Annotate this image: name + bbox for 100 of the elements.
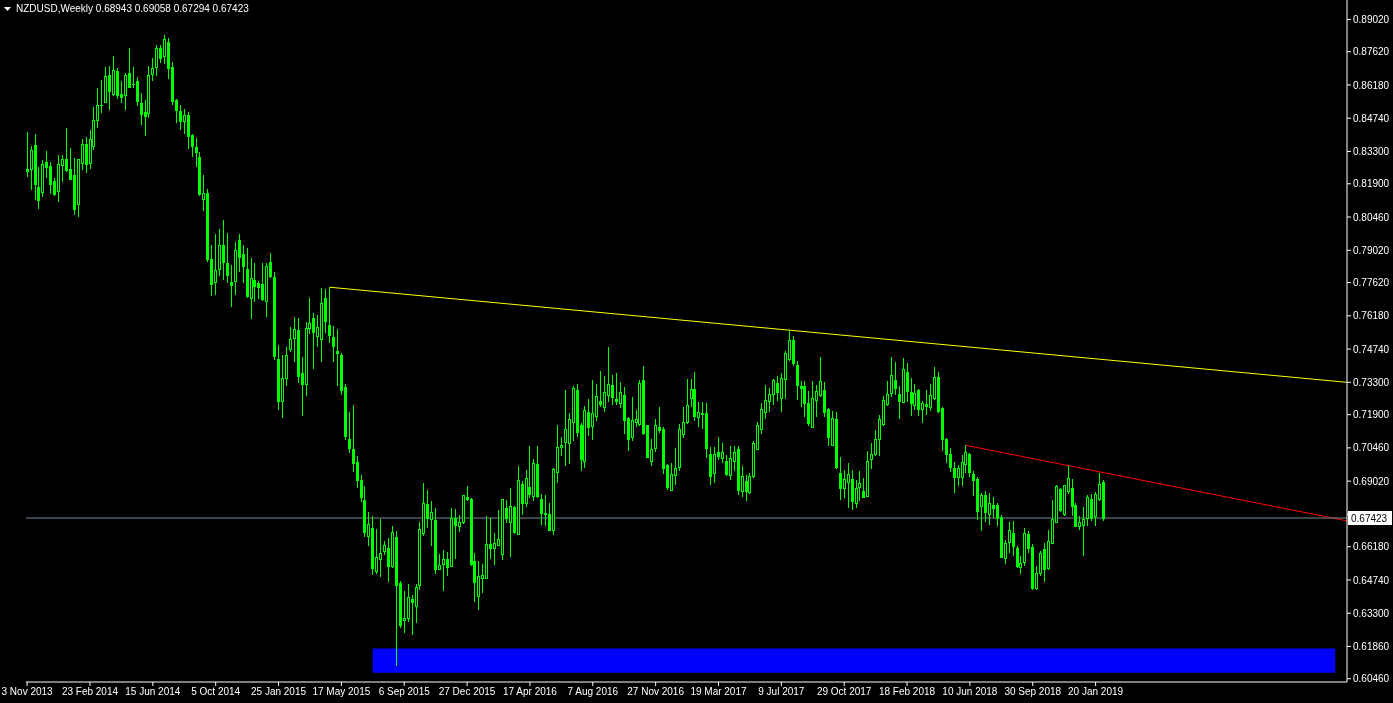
candlestick	[792, 335, 795, 367]
candlestick	[1090, 493, 1093, 522]
candlestick	[839, 456, 842, 501]
x-tick-label: 17 Apr 2016	[502, 686, 558, 698]
candlestick	[49, 161, 52, 195]
candlestick	[776, 375, 779, 402]
candlestick	[953, 461, 956, 494]
candlestick	[222, 219, 225, 281]
candlestick	[26, 131, 29, 178]
candlestick	[136, 76, 139, 107]
candlestick	[407, 583, 410, 623]
candlestick	[1082, 506, 1085, 557]
candlestick	[721, 442, 724, 464]
candlestick	[917, 388, 920, 417]
candlestick	[187, 111, 190, 150]
x-tick-label: 15 Jun 2014	[125, 686, 181, 698]
candlestick	[709, 446, 712, 486]
candlestick	[807, 390, 810, 427]
candlestick	[906, 362, 909, 403]
x-tick-label: 19 Mar 2017	[690, 686, 747, 698]
candlestick	[843, 469, 846, 499]
candlestick	[183, 108, 186, 135]
y-tick-label: 0.66180	[1353, 541, 1390, 553]
x-tick-label: 25 Jan 2015	[251, 686, 307, 698]
x-tick-label: 6 Sep 2015	[378, 686, 431, 698]
candlestick	[253, 262, 256, 303]
candlestick	[108, 65, 111, 111]
y-tick-label: 0.63300	[1353, 607, 1390, 619]
candlestick	[851, 469, 854, 511]
x-tick-label: 29 Oct 2017	[816, 686, 872, 698]
candlestick	[670, 462, 673, 491]
x-tick-label: 9 Jul 2017	[758, 686, 805, 698]
candlestick	[615, 372, 618, 406]
candlestick	[226, 232, 229, 284]
x-tick-label: 27 Dec 2015	[438, 686, 496, 698]
y-tick-label: 0.87620	[1353, 46, 1390, 58]
candlestick	[163, 34, 166, 65]
x-tick-label: 18 Feb 2018	[878, 686, 936, 698]
x-tick-label: 5 Oct 2014	[191, 686, 241, 698]
candlestick	[910, 377, 913, 417]
candlestick	[85, 136, 88, 174]
candlestick	[894, 361, 897, 396]
candlestick	[332, 325, 335, 363]
candlestick	[493, 532, 496, 566]
x-tick-label: 3 Nov 2013	[1, 686, 54, 698]
x-tick-label: 30 Sep 2018	[1004, 686, 1062, 698]
candlestick	[312, 312, 315, 370]
x-tick-label: 27 Nov 2016	[627, 686, 685, 698]
y-tick-label: 0.71900	[1353, 409, 1390, 421]
y-tick-label: 0.81900	[1353, 178, 1390, 190]
y-tick-label: 0.64740	[1353, 574, 1390, 586]
candlestick	[847, 462, 850, 509]
candlestick	[336, 328, 339, 387]
candlestick	[375, 528, 378, 575]
candlestick	[713, 446, 716, 484]
y-tick-label: 0.76180	[1353, 310, 1390, 322]
y-tick-label: 0.69020	[1353, 475, 1390, 487]
candlestick	[745, 474, 748, 502]
candlestick	[729, 445, 732, 481]
candlestick	[124, 72, 127, 111]
y-tick-label: 0.70460	[1353, 442, 1390, 454]
candlestick	[218, 228, 221, 277]
y-tick-label: 0.86180	[1353, 79, 1390, 91]
candlestick	[281, 354, 284, 419]
candlestick	[957, 464, 960, 487]
candlestick	[140, 92, 143, 126]
candlestick	[611, 374, 614, 406]
candlestick	[179, 104, 182, 131]
y-tick-label: 0.80460	[1353, 211, 1390, 223]
x-tick-label: 23 Feb 2014	[61, 686, 119, 698]
candlestick	[631, 396, 634, 442]
candlestick	[725, 454, 728, 477]
candlestick	[1012, 520, 1015, 557]
candlestick	[890, 356, 893, 398]
candlestick	[289, 326, 292, 353]
x-tick-label: 20 Jan 2019	[1068, 686, 1124, 698]
candlestick	[992, 496, 995, 519]
y-tick-label: 0.61860	[1353, 641, 1390, 652]
candlestick	[968, 452, 971, 478]
candlestick	[870, 442, 873, 470]
candlestick	[477, 560, 480, 611]
candlestick	[328, 286, 331, 344]
candlestick	[984, 490, 987, 523]
candlestick	[988, 492, 991, 526]
y-tick-label: 0.89020	[1353, 13, 1390, 25]
y-tick-label: 0.60460	[1353, 673, 1390, 685]
candlestick	[1086, 494, 1089, 527]
x-tick-label: 10 Jun 2018	[942, 686, 998, 698]
candlestick	[540, 493, 543, 526]
ref-line-label: 0.67423	[1351, 513, 1388, 525]
candlestick	[214, 233, 217, 296]
x-tick-label: 17 May 2015	[312, 686, 371, 698]
candlestick	[242, 244, 245, 284]
candlestick	[603, 375, 606, 413]
y-tick-label: 0.83300	[1353, 146, 1390, 157]
candlestick	[1043, 542, 1046, 583]
y-tick-label: 0.74740	[1353, 343, 1390, 355]
candlestick	[544, 494, 547, 527]
candlestick	[155, 44, 158, 77]
y-tick-label: 0.73300	[1353, 376, 1390, 388]
